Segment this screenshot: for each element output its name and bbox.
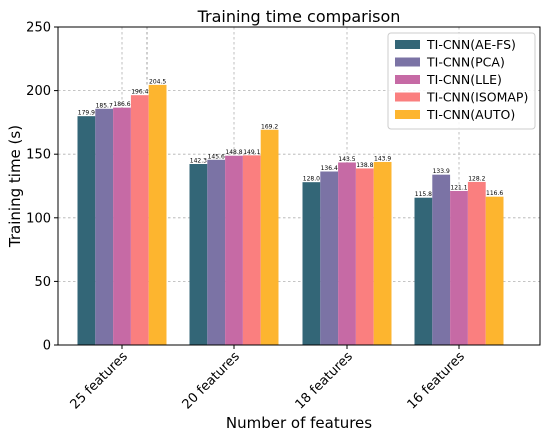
y-tick-label: 150 [26, 148, 51, 163]
bar-value-label: 143.9 [374, 155, 391, 162]
x-axis-title: Number of features [226, 414, 372, 432]
bar [432, 174, 451, 345]
x-tick-label: 25 features [68, 349, 131, 412]
x-tick-label: 20 features [180, 349, 243, 412]
bars [77, 84, 504, 345]
legend-swatch [395, 75, 420, 84]
bar [95, 108, 114, 345]
bar [148, 84, 167, 345]
legend-label: TI-CNN(LLE) [426, 72, 502, 87]
legend-swatch [395, 92, 420, 102]
bar-value-label: 116.6 [486, 190, 503, 197]
legend: TI-CNN(AE-FS) TI-CNN(PCA) TI-CNN(LLE) TI-CN… [387, 32, 536, 130]
bar [485, 196, 504, 345]
bar [302, 182, 321, 345]
bar [450, 190, 468, 345]
bar-value-label: 196.4 [131, 89, 148, 96]
bar-value-label: 148.8 [225, 149, 242, 156]
bar-value-labels: 179.9 142.3 128.0 115.8 185.7 145.6 136.4 133.9… [78, 78, 504, 198]
bar-value-label: 128.2 [468, 175, 485, 182]
legend-label: TI-CNN(ISOMAP) [426, 90, 528, 105]
bar-value-label: 179.9 [78, 110, 95, 117]
plot-frame [57, 26, 541, 346]
bar [373, 161, 392, 345]
x-axis: 25 features 20 features 18 features 16 feat… [68, 345, 468, 412]
bar-value-label: 115.8 [415, 191, 432, 198]
legend-swatch [395, 40, 420, 49]
bar-value-label: 149.1 [243, 149, 260, 156]
legend-label: TI-CNN(AUTO) [426, 107, 515, 122]
bar-value-label: 133.9 [433, 168, 450, 175]
bar-value-label: 185.7 [96, 102, 113, 109]
bar [242, 155, 261, 345]
bar-value-label: 142.3 [190, 157, 207, 164]
legend-label: TI-CNN(AE-FS) [426, 37, 516, 52]
y-tick-label: 100 [26, 211, 51, 226]
bar-value-label: 136.4 [321, 165, 338, 172]
bar [207, 159, 226, 345]
bar-value-label: 186.6 [113, 101, 130, 108]
bar-value-label: 145.6 [208, 153, 225, 160]
y-tick-label: 0 [43, 339, 51, 354]
y-tick-label: 250 [26, 21, 51, 36]
bar-value-label: 138.8 [356, 162, 373, 169]
y-tick-label: 200 [26, 84, 51, 99]
bar-value-label: 121.1 [450, 184, 467, 191]
y-axis: 0 50 100 150 200 250 [26, 21, 58, 354]
bar [77, 116, 96, 345]
y-axis-title: Training time (s) [6, 125, 24, 248]
legend-label: TI-CNN(PCA) [426, 55, 505, 70]
bar [414, 197, 433, 345]
bar [320, 171, 339, 345]
y-tick-label: 50 [34, 275, 51, 290]
x-tick-label: 18 features [293, 349, 356, 412]
bar [113, 107, 131, 345]
bar-value-label: 128.0 [303, 176, 320, 183]
bar [130, 95, 149, 345]
bar [467, 181, 486, 345]
bar [189, 163, 208, 345]
bar [338, 162, 356, 345]
bar-value-label: 204.5 [149, 78, 166, 85]
bar-value-label: 169.2 [261, 123, 278, 130]
legend-swatch [395, 57, 420, 67]
bar [225, 155, 243, 345]
bar-value-label: 143.5 [338, 156, 355, 163]
bar [260, 129, 279, 345]
legend-swatch [395, 110, 420, 119]
x-tick-label: 16 features [405, 349, 468, 412]
bar [355, 168, 374, 345]
legend-box [387, 32, 536, 130]
chart-title: Training time comparison [197, 7, 401, 26]
